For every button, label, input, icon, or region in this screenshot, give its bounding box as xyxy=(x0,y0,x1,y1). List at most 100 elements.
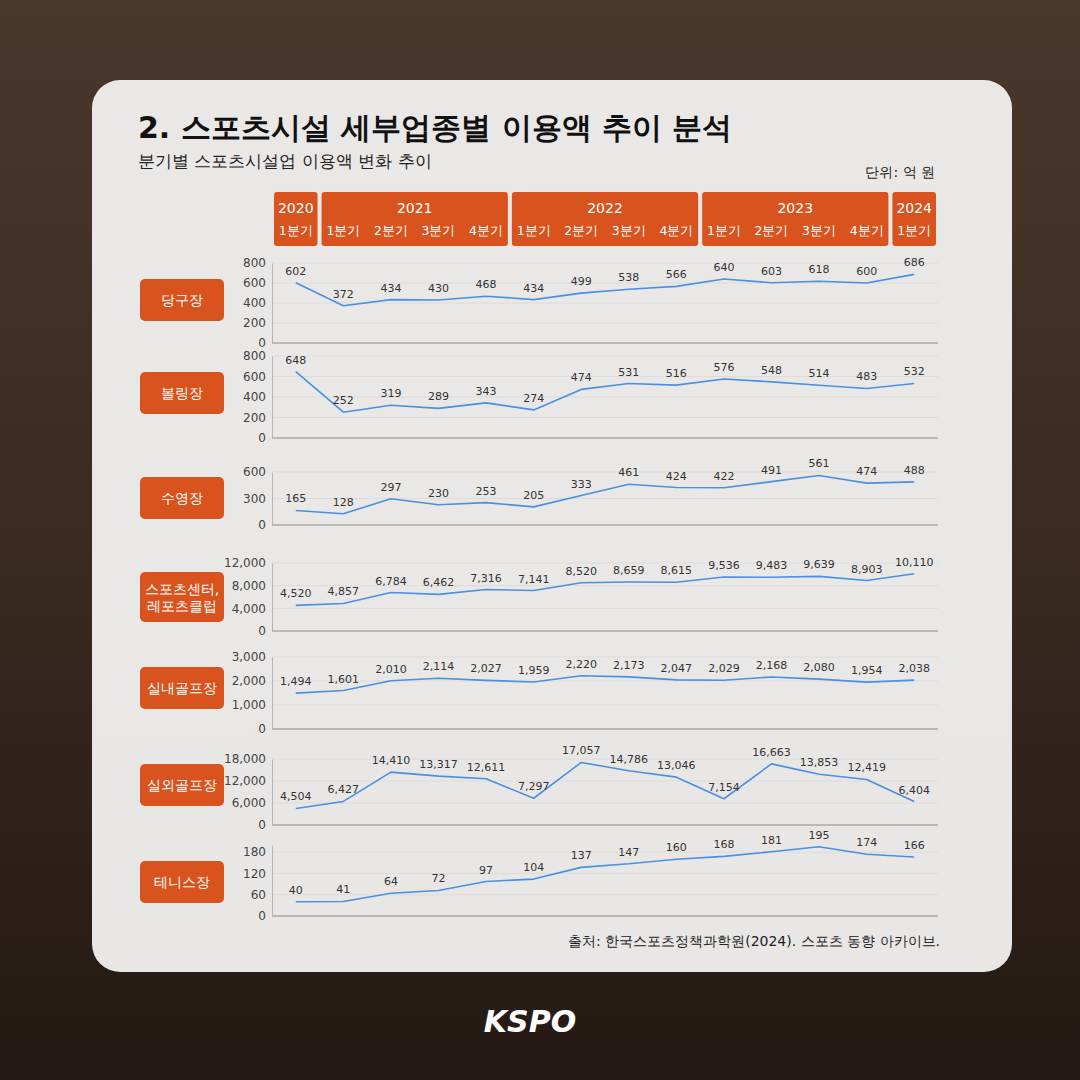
data-label: 4,504 xyxy=(280,790,312,803)
y-tick: 600 xyxy=(243,370,272,384)
data-label: 424 xyxy=(666,470,687,483)
grid-line xyxy=(272,498,938,499)
data-label: 168 xyxy=(713,838,734,851)
y-tick-label: 0 xyxy=(258,909,266,923)
header-quarter: 1분기 xyxy=(897,223,931,238)
y-axis: 06,00012,00018,000 xyxy=(224,752,273,832)
data-label: 13,853 xyxy=(800,756,839,769)
data-label: 9,639 xyxy=(803,558,835,571)
grid xyxy=(272,472,938,525)
data-label: 297 xyxy=(380,481,401,494)
y-axis: 060120180 xyxy=(243,845,272,923)
data-label: 538 xyxy=(618,271,639,284)
y-tick: 2,000 xyxy=(232,674,272,688)
panel: 스포츠센터,레포츠클럽04,0008,00012,0004,5204,8576,… xyxy=(140,556,938,639)
data-label: 8,615 xyxy=(661,564,693,577)
y-tick: 18,000 xyxy=(224,752,272,766)
source: 출처: 한국스포츠정책과학원(2024). 스포츠 동향 아카이브. xyxy=(568,933,940,949)
y-tick-label: 0 xyxy=(258,431,266,445)
panel: 테니스장060120180404164729710413714716016818… xyxy=(140,829,938,924)
y-tick-label: 600 xyxy=(243,276,266,290)
data-label: 2,027 xyxy=(470,662,502,675)
y-tick-label: 4,000 xyxy=(232,602,266,616)
data-label: 14,786 xyxy=(610,753,649,766)
y-tick-label: 12,000 xyxy=(224,556,266,570)
y-tick: 180 xyxy=(243,845,272,859)
panel-title: 당구장 xyxy=(161,292,203,308)
y-tick-label: 1,000 xyxy=(232,698,266,712)
data-label: 40 xyxy=(289,884,303,897)
data-label: 252 xyxy=(333,394,354,407)
y-tick-label: 0 xyxy=(258,818,266,832)
plot-area xyxy=(296,762,914,808)
header-quarter: 3분기 xyxy=(802,223,836,238)
data-label: 97 xyxy=(479,864,493,877)
data-labels: 4,5204,8576,7846,4627,3167,1418,5208,659… xyxy=(280,556,933,601)
data-label: 9,536 xyxy=(708,559,740,572)
y-tick: 120 xyxy=(243,867,272,881)
data-label: 253 xyxy=(476,485,497,498)
header-quarter: 4분기 xyxy=(469,223,503,238)
y-tick: 300 xyxy=(243,492,272,506)
panel-title: 실내골프장 xyxy=(147,680,217,696)
data-label: 6,784 xyxy=(375,575,407,588)
data-label: 147 xyxy=(618,846,639,859)
data-label: 2,168 xyxy=(756,659,788,672)
y-tick-label: 200 xyxy=(243,411,266,425)
y-axis: 0300600 xyxy=(243,465,272,532)
panel: 수영장0300600165128297230253205333461424422… xyxy=(140,457,938,532)
grid-line xyxy=(272,608,938,609)
y-tick-label: 120 xyxy=(243,867,266,881)
data-label: 333 xyxy=(571,478,592,491)
plot-area xyxy=(296,274,914,305)
data-label: 205 xyxy=(523,489,544,502)
data-label: 566 xyxy=(666,268,687,281)
data-label: 474 xyxy=(571,371,592,384)
grid-line xyxy=(272,438,938,439)
data-label: 41 xyxy=(336,883,350,896)
y-tick: 0 xyxy=(258,722,272,736)
data-label: 618 xyxy=(809,263,830,276)
data-labels: 1651282972302532053334614244224915614744… xyxy=(285,457,924,508)
grid-line xyxy=(272,781,938,782)
card xyxy=(92,80,1012,972)
y-tick-label: 18,000 xyxy=(224,752,266,766)
y-tick: 600 xyxy=(243,465,272,479)
data-label: 4,520 xyxy=(280,587,312,600)
data-label: 602 xyxy=(285,265,306,278)
y-tick-label: 600 xyxy=(243,465,266,479)
grid-line xyxy=(272,729,938,730)
y-axis: 01,0002,0003,000 xyxy=(232,650,273,736)
panel-title-box xyxy=(140,279,224,321)
y-tick: 0 xyxy=(258,336,272,350)
panel-title: 실외골프장 xyxy=(147,777,217,793)
data-label: 13,046 xyxy=(657,759,696,772)
panel: 실내골프장01,0002,0003,0001,4941,6012,0102,11… xyxy=(140,650,938,736)
header-year: 2024 xyxy=(896,200,932,216)
y-tick-label: 800 xyxy=(243,349,266,363)
data-label: 686 xyxy=(904,256,925,269)
data-label: 491 xyxy=(761,464,782,477)
data-label: 8,903 xyxy=(851,563,883,576)
y-tick: 800 xyxy=(243,349,272,363)
grid-line xyxy=(272,631,938,632)
data-label: 181 xyxy=(761,834,782,847)
data-label: 499 xyxy=(571,275,592,288)
grid-line xyxy=(272,472,938,473)
grid-line xyxy=(272,563,938,564)
data-label: 1,959 xyxy=(518,664,550,677)
y-tick: 400 xyxy=(243,390,272,404)
y-axis-line xyxy=(272,760,273,826)
data-label: 343 xyxy=(476,385,497,398)
data-label: 430 xyxy=(428,282,449,295)
grid xyxy=(272,356,938,438)
data-label: 7,297 xyxy=(518,780,550,793)
header-quarter: 2분기 xyxy=(755,223,789,238)
title: 2. 스포츠시설 세부업종별 이용액 추이 분석 xyxy=(138,110,733,145)
panel: 볼링장0200400600800648252319289343274474531… xyxy=(140,349,938,445)
data-label: 640 xyxy=(713,261,734,274)
y-tick: 12,000 xyxy=(224,556,272,570)
y-tick: 200 xyxy=(243,316,272,330)
y-tick: 8,000 xyxy=(232,579,272,593)
data-labels: 1,4941,6012,0102,1142,0271,9592,2202,173… xyxy=(280,658,930,688)
